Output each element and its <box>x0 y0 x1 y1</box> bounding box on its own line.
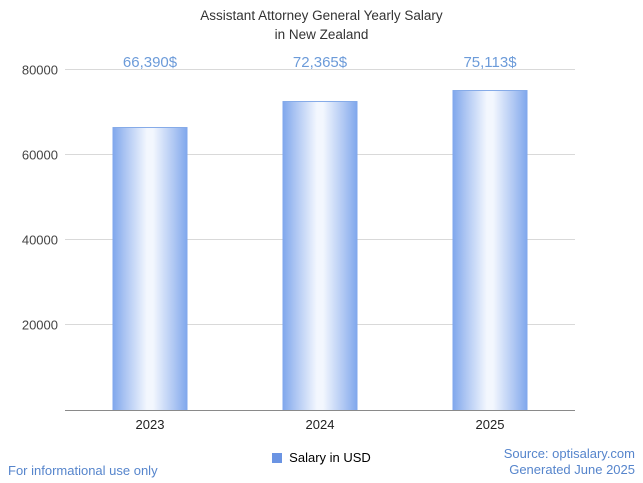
chart-title-line2: in New Zealand <box>274 26 369 42</box>
y-tick-label: 20000 <box>21 317 58 333</box>
chart-title: Assistant Attorney General Yearly Salary… <box>0 7 643 45</box>
y-tick-label: 60000 <box>21 147 58 163</box>
x-tick-label: 2024 <box>305 417 335 432</box>
x-tick-label: 2023 <box>135 417 165 432</box>
value-label: 72,365$ <box>292 54 348 71</box>
plot-area <box>65 69 575 411</box>
bar-2024 <box>282 101 358 410</box>
bar-band-2024 <box>235 70 405 410</box>
bar-2025 <box>452 89 528 410</box>
x-axis-labels: 2023 2024 2025 <box>65 417 575 433</box>
chart-title-line1: Assistant Attorney General Yearly Salary <box>200 8 443 23</box>
y-axis-labels: 20000 40000 60000 80000 <box>0 63 58 410</box>
bar-2023 <box>112 126 188 410</box>
value-labels-layer: 66,390$ 72,365$ 75,113$ <box>65 54 575 72</box>
legend-swatch <box>272 452 283 463</box>
x-tick-label: 2025 <box>475 417 505 432</box>
y-tick-label: 40000 <box>21 232 58 248</box>
gridline <box>65 69 575 70</box>
source-link[interactable]: Source: optisalary.com <box>503 445 635 461</box>
value-label: 66,390$ <box>122 54 178 71</box>
legend: Salary in USD <box>0 450 643 465</box>
legend-label: Salary in USD <box>289 450 371 465</box>
footer-disclaimer: For informational use only <box>8 463 158 478</box>
footer-source-block: Source: optisalary.com Generated June 20… <box>504 446 635 479</box>
generated-date: Generated June 2025 <box>509 461 635 477</box>
bars-layer <box>65 70 575 410</box>
value-label: 75,113$ <box>463 54 517 71</box>
bar-band-2023 <box>65 70 235 410</box>
y-tick-label: 80000 <box>21 62 58 78</box>
bar-band-2025 <box>405 70 575 410</box>
